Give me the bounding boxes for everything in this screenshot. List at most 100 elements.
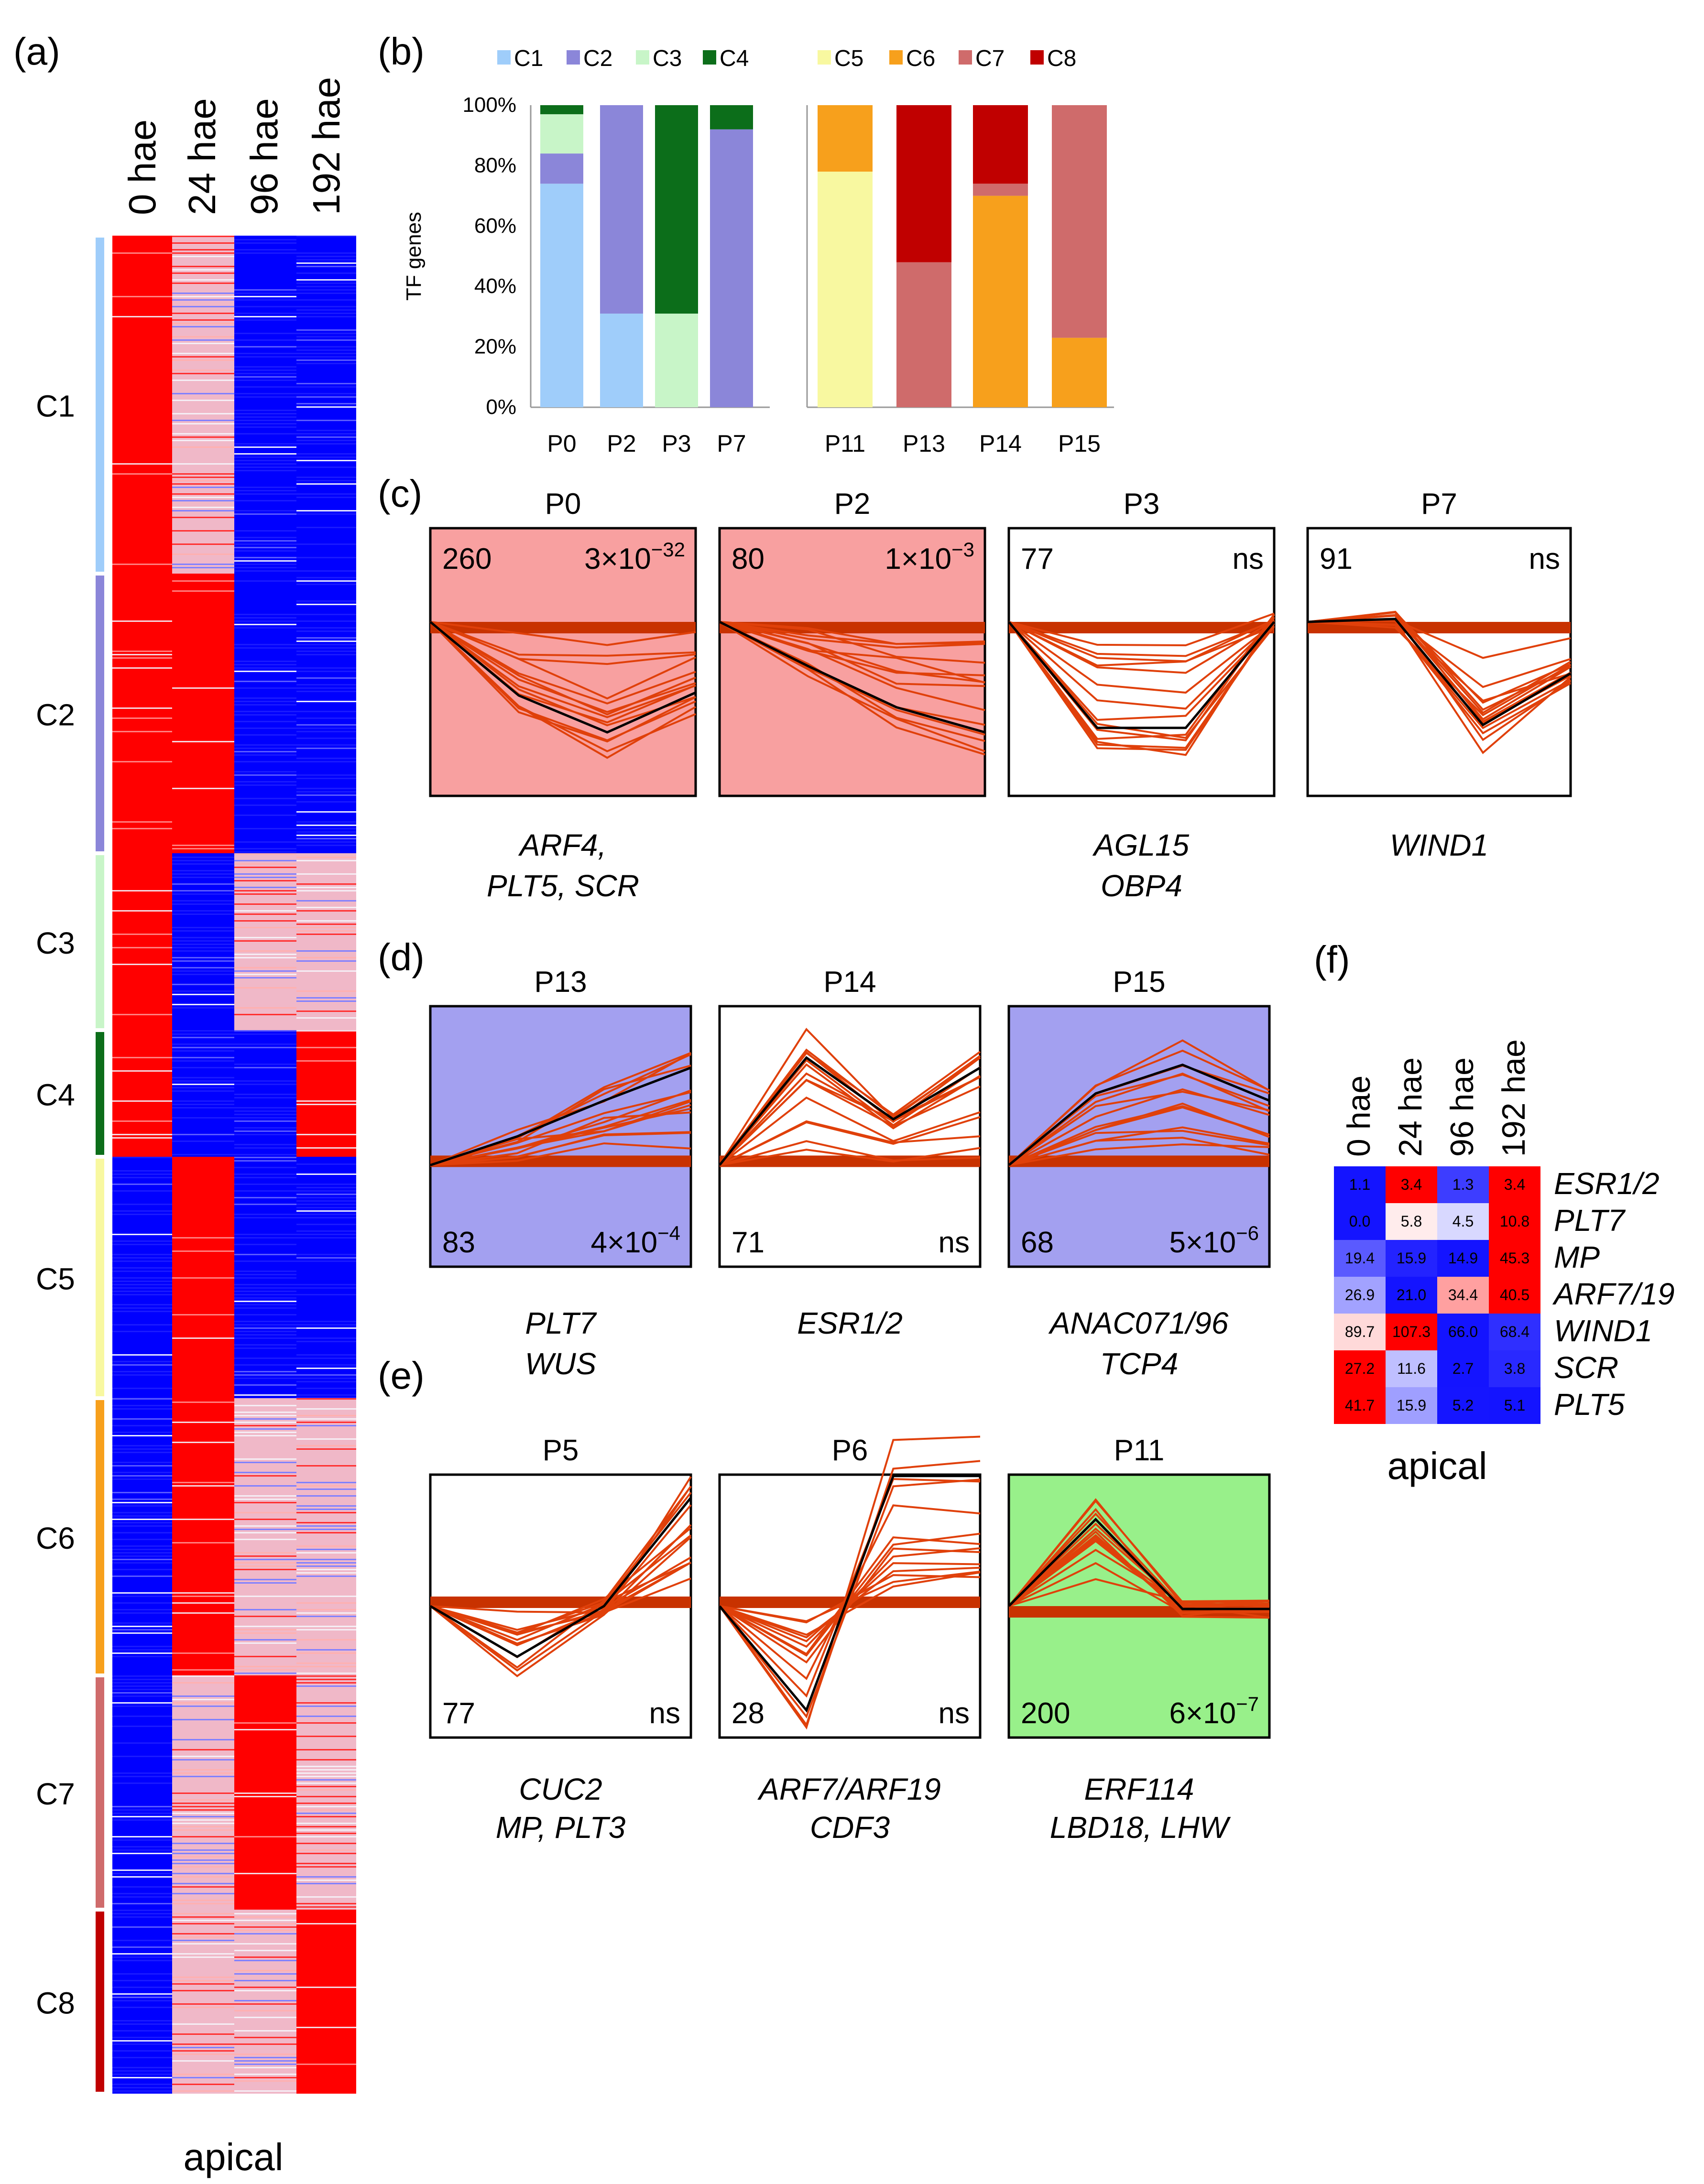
heatmap-row	[234, 1793, 296, 1794]
heatmap-row	[172, 873, 234, 875]
heatmap-row	[172, 697, 234, 699]
heatmap-row	[296, 349, 356, 351]
heatmap-row	[296, 1639, 356, 1641]
heatmap-row	[296, 1936, 356, 1938]
column-label: 192 hae	[1496, 1039, 1532, 1157]
heatmap-row	[112, 2040, 172, 2042]
heatmap-row	[296, 527, 356, 528]
heatmap-row	[172, 423, 234, 424]
heatmap-row	[234, 1144, 296, 1145]
gene-trace	[1008, 619, 1275, 657]
heatmap-row	[112, 870, 172, 871]
heatmap-row	[112, 1960, 172, 1961]
heatmap-block	[172, 236, 234, 574]
heatmap-row	[234, 2000, 296, 2001]
heatmap-row	[172, 1207, 234, 1208]
heatmap-row	[172, 1719, 234, 1720]
heatmap-row	[234, 815, 296, 816]
heatmap-row	[112, 363, 172, 364]
heatmap-row	[112, 396, 172, 398]
heatmap-row	[234, 560, 296, 562]
heatmap-row	[172, 497, 234, 498]
gene-trace	[719, 621, 985, 649]
heatmap-row	[112, 1987, 172, 1988]
heatmap-row	[234, 1412, 296, 1413]
heatmap-row	[112, 1873, 172, 1874]
gene-trace	[719, 621, 985, 684]
heatmap-row	[112, 1993, 172, 1995]
heatmap-row	[112, 1552, 172, 1554]
heatmap-row	[296, 316, 356, 317]
heatmap-row	[296, 828, 356, 829]
heatmap-row	[296, 1425, 356, 1426]
cluster-label: C5	[36, 1262, 75, 1296]
heatmap-row	[234, 426, 296, 428]
gene-trace	[429, 621, 696, 743]
heatmap-row	[172, 1943, 234, 1945]
heatmap-row	[172, 1442, 234, 1443]
heatmap-row	[296, 339, 356, 341]
row-label: PLT7	[1554, 1203, 1626, 1238]
heatmap-row	[112, 1569, 172, 1570]
heatmap-row	[296, 1237, 356, 1239]
heatmap-row	[296, 614, 356, 615]
heatmap-row	[234, 784, 296, 786]
heatmap-row	[296, 1230, 356, 1232]
heatmap-row	[296, 1876, 356, 1878]
heatmap-row	[234, 754, 296, 756]
cell-value: 15.9	[1397, 1250, 1426, 1267]
y-tick-label: 40%	[474, 274, 516, 298]
heatmap-row	[234, 1214, 296, 1215]
heatmap-row	[112, 890, 172, 891]
heatmap-row	[112, 1525, 172, 1527]
gene-count: 91	[1320, 543, 1353, 576]
heatmap-row	[296, 845, 356, 846]
heatmap-row	[234, 1110, 296, 1112]
heatmap-row	[172, 1669, 234, 1671]
heatmap-row	[112, 1371, 172, 1372]
heatmap-row	[112, 788, 172, 789]
heatmap-row	[296, 1896, 356, 1898]
heatmap-row	[112, 691, 172, 692]
gene-trace	[430, 1142, 691, 1166]
heatmap-row	[296, 346, 356, 348]
heatmap-row	[112, 664, 172, 665]
gene-trace	[1008, 621, 1275, 739]
heatmap-row	[296, 513, 356, 515]
heatmap-row	[234, 1829, 296, 1831]
heatmap-row	[296, 811, 356, 813]
heatmap-row	[296, 1682, 356, 1684]
heatmap-cell	[1437, 1203, 1489, 1240]
heatmap-row	[172, 1519, 234, 1520]
heatmap-row	[172, 1616, 234, 1617]
heatmap-row	[112, 1499, 172, 1500]
heatmap-row	[172, 1257, 234, 1259]
heatmap-row	[172, 252, 234, 254]
heatmap-row	[296, 1415, 356, 1416]
gene-trace	[719, 1096, 981, 1166]
heatmap-row	[112, 1772, 172, 1774]
heatmap-row	[234, 1943, 296, 1945]
heatmap-row	[296, 293, 356, 294]
heatmap-row	[172, 1043, 234, 1045]
heatmap-row	[172, 1004, 234, 1005]
gene-trace	[719, 621, 985, 752]
heatmap-row	[172, 1863, 234, 1864]
heatmap-row	[234, 624, 296, 625]
heatmap-row	[112, 771, 172, 772]
heatmap-row	[234, 957, 296, 958]
heatmap-row	[234, 721, 296, 722]
heatmap-row	[296, 2080, 356, 2082]
heatmap-row	[296, 1287, 356, 1289]
heatmap-row	[234, 1813, 296, 1814]
heatmap-row	[296, 1064, 356, 1065]
heatmap-row	[234, 1579, 296, 1580]
mean-trace	[1008, 1517, 1269, 1610]
heatmap-row	[112, 480, 172, 481]
heatmap-row	[296, 651, 356, 652]
heatmap-row	[172, 1675, 234, 1677]
heatmap-row	[234, 416, 296, 418]
heatmap-row	[296, 1782, 356, 1784]
heatmap-row	[296, 256, 356, 257]
heatmap-row	[234, 1736, 296, 1737]
